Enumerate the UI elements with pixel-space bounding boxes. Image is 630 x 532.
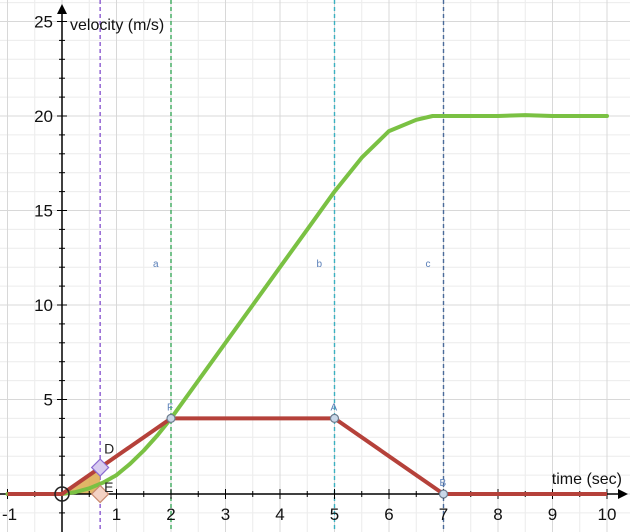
x-tick-label: 3	[221, 505, 230, 524]
vertical-line-label-a: a	[153, 259, 159, 270]
x-tick-label: 1	[112, 505, 121, 524]
x-tick-label: 6	[384, 505, 393, 524]
point-label-E: E	[104, 479, 113, 495]
vertical-reference-lines: a b c	[99, 0, 445, 532]
x-tick-label: 4	[275, 505, 284, 524]
origin-marker	[54, 486, 70, 502]
y-tick-label: 20	[34, 107, 53, 126]
y-tick-label: 25	[34, 13, 53, 32]
x-tick-label: 5	[330, 505, 339, 524]
x-axis-title: time (sec)	[552, 471, 622, 488]
series-smooth-velocity	[5, 113, 609, 496]
point-label-F: F	[167, 402, 173, 413]
x-tick-label: 2	[166, 505, 175, 524]
y-tick-label: 10	[34, 296, 53, 315]
vertical-line-label-c: c	[426, 259, 431, 270]
point-E	[90, 484, 110, 504]
axes	[0, 4, 628, 532]
point-D	[90, 458, 110, 477]
y-tick-label: 5	[44, 391, 53, 410]
point-label-D: D	[104, 441, 114, 457]
x-tick-label: 9	[548, 505, 557, 524]
y-axis-arrow	[57, 4, 67, 14]
point-F	[166, 413, 176, 423]
x-tick-label: 10	[598, 505, 617, 524]
x-tick-label: 8	[493, 505, 502, 524]
x-tick-label: -1	[2, 505, 17, 524]
series-piecewise-velocity	[7, 416, 607, 496]
y-tick-label: 15	[34, 202, 53, 221]
points-layer: F A B D E	[90, 402, 449, 504]
tick-labels: -1 1 2 3 4 5 6 7 8 9 10 5 10 15 20 25	[2, 13, 617, 525]
point-label-A: A	[331, 402, 338, 413]
series-layer	[5, 113, 609, 502]
point-label-B: B	[440, 478, 447, 489]
x-axis-arrow	[618, 489, 628, 499]
point-B	[438, 489, 449, 499]
point-A	[329, 413, 340, 423]
x-tick-label: 7	[439, 505, 448, 524]
vertical-line-label-b: b	[317, 259, 323, 270]
y-axis-title: velocity (m/s)	[70, 17, 164, 34]
